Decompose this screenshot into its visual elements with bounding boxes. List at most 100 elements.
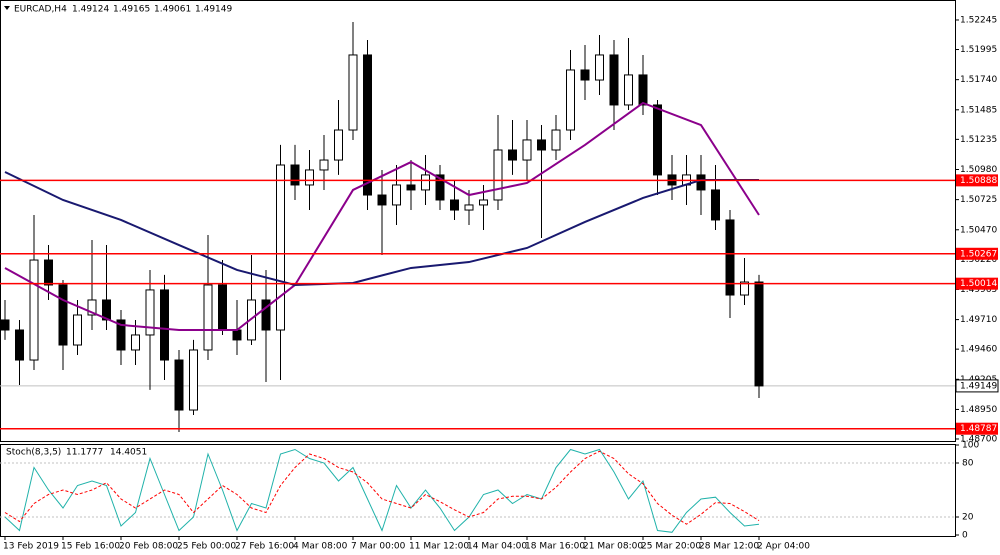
x-tick-label: 15 Feb 16:00 — [61, 542, 120, 552]
level-label: 1.48787 — [960, 424, 997, 434]
candle-body — [754, 281, 764, 387]
candle-body — [290, 164, 300, 186]
y-tick-label: 1.49460 — [960, 345, 997, 355]
quote-value: 1.49165 — [113, 5, 150, 15]
candle-body — [537, 139, 546, 151]
candle-body — [435, 174, 445, 201]
candle-body — [218, 284, 227, 331]
level-label: 1.50888 — [960, 176, 997, 186]
candle-body — [522, 139, 532, 161]
menu-arrow — [4, 6, 10, 10]
stoch-y-tick-label: 0 — [962, 531, 968, 541]
x-tick-label: 18 Mar 16:00 — [525, 542, 585, 552]
candle-body — [363, 54, 372, 196]
x-tick-label: 25 Feb 00:00 — [177, 542, 236, 552]
level-label-box — [956, 277, 998, 290]
last-price-box — [955, 379, 999, 393]
y-tick-label: 1.51235 — [960, 135, 997, 145]
candle-body — [116, 319, 126, 351]
candle-body — [102, 299, 111, 321]
candle-body — [145, 289, 155, 336]
stoch-title: Stoch(8,3,5) — [6, 448, 61, 458]
candle-body — [174, 359, 184, 411]
stoch-frame — [0, 444, 956, 537]
x-tick-label: 20 Feb 08:00 — [119, 542, 178, 552]
y-tick-label: 1.52245 — [960, 15, 997, 25]
symbol: EURCAD,H4 — [14, 5, 67, 15]
candle-body — [624, 74, 633, 106]
candle-body — [580, 69, 590, 81]
x-tick-label: 27 Feb 16:00 — [235, 542, 294, 552]
candle-body — [566, 69, 575, 131]
x-tick-label: 2 Apr 04:00 — [757, 542, 810, 552]
candle-body — [261, 299, 271, 331]
x-tick-label: 21 Mar 08:00 — [583, 542, 643, 552]
y-tick-label: 1.51485 — [960, 105, 997, 115]
candle-body — [29, 259, 39, 361]
candle-body — [305, 169, 314, 186]
candle-body — [319, 159, 329, 171]
candle-body — [464, 204, 474, 211]
x-tick-label: 14 Mar 04:00 — [467, 542, 527, 552]
candle-body — [508, 149, 517, 161]
candle-body — [551, 129, 561, 151]
candle-body — [479, 199, 488, 206]
stoch-y-tick-label: 100 — [962, 441, 979, 451]
last-price-label: 1.49149 — [960, 381, 997, 391]
candle-body — [725, 219, 735, 296]
y-tick-label: 1.50980 — [960, 165, 997, 175]
y-tick-label: 1.48950 — [960, 405, 997, 415]
stoch-y-tick-label: 80 — [962, 459, 974, 469]
y-tick-label: 1.48700 — [960, 434, 997, 444]
candle-body — [87, 299, 97, 316]
candle-body — [189, 349, 198, 411]
quote-value: 1.49124 — [72, 5, 109, 15]
x-tick-label: 13 Feb 2019 — [3, 542, 59, 552]
candle-body — [609, 54, 619, 106]
main-frame — [0, 0, 956, 442]
moving-average — [4, 101, 760, 332]
candle-body — [450, 199, 459, 211]
level-label: 1.50267 — [960, 249, 997, 259]
y-tick-label: 1.50725 — [960, 195, 997, 205]
candle-body — [406, 184, 416, 191]
candle-body — [392, 184, 401, 206]
candle-body — [232, 329, 242, 341]
x-tick-label: 28 Mar 12:00 — [699, 542, 759, 552]
candle-body — [653, 104, 662, 176]
y-tick-label: 1.50220 — [960, 255, 997, 265]
stoch-line — [4, 450, 760, 525]
candle-body — [73, 314, 82, 346]
x-tick-label: 11 Mar 12:00 — [409, 542, 469, 552]
level-label-box — [956, 247, 998, 260]
candle-body — [696, 174, 706, 191]
y-tick-label: 1.49710 — [960, 315, 997, 325]
candle-body — [493, 149, 503, 201]
quote-value: 1.49149 — [195, 5, 232, 15]
moving-average — [4, 171, 759, 286]
candle-body — [638, 74, 648, 106]
candle-body — [595, 54, 604, 81]
y-tick-label: 1.49965 — [960, 285, 997, 295]
candle-body — [0, 319, 10, 331]
stoch-y-tick-label: 20 — [962, 513, 974, 523]
level-label-box — [956, 174, 998, 187]
x-tick-label: 7 Mar 00:00 — [351, 542, 406, 552]
stoch-reading: 11.1777 — [66, 448, 103, 458]
stoch-reading: 14.4051 — [110, 448, 147, 458]
x-tick-label: 25 Mar 20:00 — [641, 542, 701, 552]
candle-body — [203, 284, 213, 351]
candle-body — [44, 259, 53, 286]
level-label-box — [956, 422, 998, 435]
level-label: 1.50014 — [960, 279, 997, 289]
candle-body — [160, 289, 169, 361]
candle-body — [276, 164, 285, 331]
candle-body — [711, 189, 720, 221]
candle-body — [740, 281, 749, 296]
candle-body — [58, 284, 68, 346]
candle-body — [15, 329, 24, 361]
y-tick-label: 1.51995 — [960, 45, 997, 55]
candle-body — [377, 194, 387, 206]
x-tick-label: 4 Mar 08:00 — [293, 542, 348, 552]
